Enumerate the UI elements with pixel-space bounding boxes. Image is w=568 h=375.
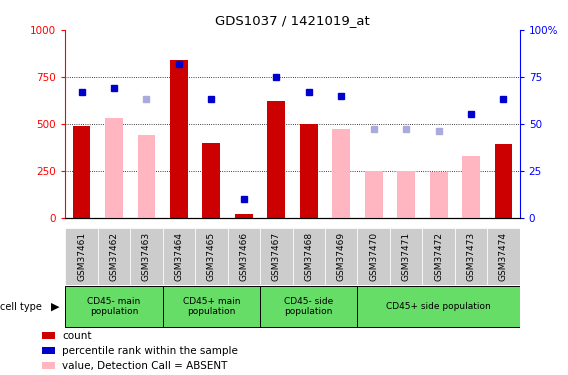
- Bar: [487, 228, 520, 285]
- Bar: [300, 124, 318, 218]
- Text: GSM37465: GSM37465: [207, 232, 216, 281]
- Text: count: count: [62, 331, 92, 340]
- Text: GSM37463: GSM37463: [142, 232, 151, 281]
- Bar: [365, 171, 383, 217]
- Bar: [42, 347, 55, 354]
- Bar: [202, 142, 220, 218]
- Bar: [293, 228, 325, 285]
- Text: GSM37467: GSM37467: [272, 232, 281, 281]
- Text: GSM37468: GSM37468: [304, 232, 313, 281]
- Bar: [268, 101, 285, 217]
- Bar: [137, 135, 156, 218]
- Text: value, Detection Call = ABSENT: value, Detection Call = ABSENT: [62, 361, 228, 370]
- Bar: [65, 228, 98, 285]
- Text: GSM37473: GSM37473: [466, 232, 475, 281]
- Text: percentile rank within the sample: percentile rank within the sample: [62, 346, 239, 355]
- Bar: [397, 171, 415, 217]
- Bar: [325, 228, 357, 285]
- Bar: [42, 362, 55, 369]
- Text: CD45- side
population: CD45- side population: [284, 297, 333, 316]
- Bar: [260, 228, 293, 285]
- Bar: [170, 60, 188, 217]
- Text: ▶: ▶: [51, 302, 60, 312]
- Bar: [429, 172, 448, 217]
- Bar: [390, 228, 423, 285]
- Text: CD45+ side population: CD45+ side population: [386, 302, 491, 311]
- Text: GSM37472: GSM37472: [434, 232, 443, 281]
- Bar: [455, 228, 487, 285]
- Title: GDS1037 / 1421019_at: GDS1037 / 1421019_at: [215, 15, 370, 27]
- Bar: [73, 126, 90, 218]
- Text: GSM37466: GSM37466: [239, 232, 248, 281]
- Bar: [357, 286, 520, 327]
- Bar: [235, 214, 253, 217]
- Text: GSM37469: GSM37469: [337, 232, 346, 281]
- Text: GSM37461: GSM37461: [77, 232, 86, 281]
- Bar: [42, 332, 55, 339]
- Bar: [228, 228, 260, 285]
- Bar: [98, 228, 130, 285]
- Bar: [65, 286, 162, 327]
- Bar: [130, 228, 162, 285]
- Bar: [357, 228, 390, 285]
- Bar: [162, 286, 260, 327]
- Text: cell type: cell type: [0, 302, 42, 312]
- Bar: [423, 228, 455, 285]
- Bar: [260, 286, 357, 327]
- Bar: [162, 228, 195, 285]
- Text: GSM37470: GSM37470: [369, 232, 378, 281]
- Text: GSM37462: GSM37462: [110, 232, 119, 281]
- Bar: [105, 118, 123, 218]
- Bar: [495, 144, 512, 218]
- Text: GSM37474: GSM37474: [499, 232, 508, 281]
- Bar: [462, 156, 480, 218]
- Text: CD45+ main
population: CD45+ main population: [183, 297, 240, 316]
- Bar: [332, 129, 350, 218]
- Text: GSM37471: GSM37471: [402, 232, 411, 281]
- Bar: [195, 228, 228, 285]
- Text: CD45- main
population: CD45- main population: [87, 297, 141, 316]
- Text: GSM37464: GSM37464: [174, 232, 183, 281]
